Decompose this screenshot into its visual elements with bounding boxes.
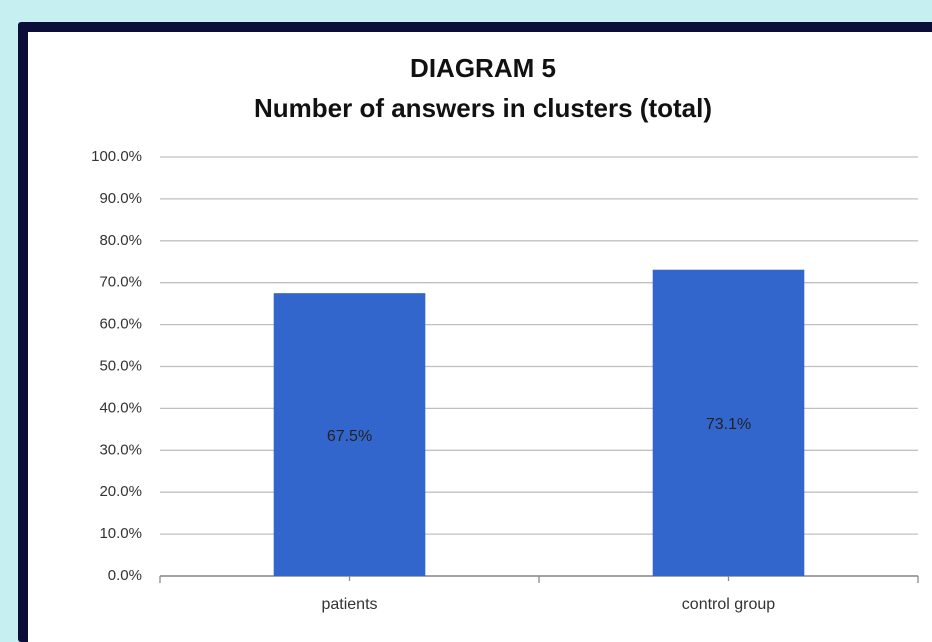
chart-subtitle: Number of answers in clusters (total) [254, 93, 712, 123]
bar [652, 269, 805, 576]
y-tick-label: 70.0% [99, 274, 142, 291]
y-tick-label: 50.0% [99, 357, 142, 374]
y-tick-label: 60.0% [99, 316, 142, 333]
data-label: 67.5% [327, 428, 372, 445]
chart: DIAGRAM 5 Number of answers in clusters … [91, 53, 919, 613]
y-tick-label: 20.0% [99, 483, 142, 500]
x-tick-label: patients [321, 596, 377, 613]
y-tick-label: 80.0% [99, 232, 142, 249]
y-tick-label: 30.0% [99, 441, 142, 458]
chart-title: DIAGRAM 5 [410, 53, 556, 83]
data-label: 73.1% [706, 416, 751, 433]
x-tick-label: control group [682, 596, 775, 613]
y-tick-label: 100.0% [91, 148, 142, 165]
y-tick-label: 40.0% [99, 399, 142, 416]
y-tick-label: 10.0% [99, 525, 142, 542]
page: {"chart_data": {"type": "bar", "title": … [18, 22, 932, 642]
y-tick-label: 90.0% [99, 190, 142, 207]
bar [273, 293, 426, 576]
y-tick-label: 0.0% [108, 567, 142, 584]
